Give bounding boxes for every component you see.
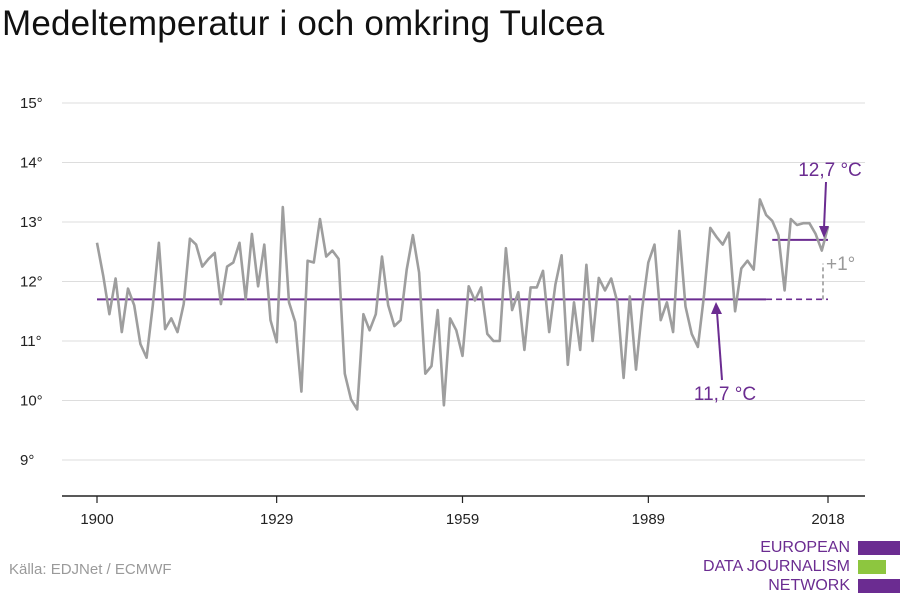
x-tick-label: 2018 [811,511,844,528]
x-axis: 1900 1929 1959 1989 2018 [62,495,865,528]
x-tick-label: 1959 [446,511,479,528]
y-tick-label: 11° [20,333,42,350]
difference-label: +1° [826,254,855,275]
logo-line-1: EUROPEAN [760,539,850,556]
logo-line-3: NETWORK [768,577,850,594]
edjnet-logo[interactable]: EUROPEAN DATA JOURNALISM NETWORK [703,538,900,598]
x-tick-label: 1989 [632,511,665,528]
y-axis-tick-labels: 9° 10° 11° 12° 13° 14° 15° [20,95,43,469]
x-tick-label: 1929 [260,511,293,528]
x-tick-label: 1900 [80,511,113,528]
recent-mean-arrowhead [819,226,829,238]
baseline-mean-label: 11,7 °C [694,384,756,405]
baseline-mean-arrow [716,311,723,381]
y-tick-label: 10° [20,393,43,410]
annotations: 12,7 °C 11,7 °C +1° [694,160,862,405]
y-tick-label: 15° [20,95,43,112]
chart-title: Medeltemperatur i och omkring Tulcea [2,4,605,43]
y-tick-label: 13° [20,214,43,231]
recent-mean-arrow [823,181,827,229]
temperature-line [95,198,830,411]
logo-bar-purple-top [858,541,900,555]
baseline-mean-arrowhead [711,302,722,314]
temperature-series [95,198,830,411]
logo-bar-purple-bottom [858,579,900,593]
y-tick-label: 14° [20,155,43,172]
logo-line-2: DATA JOURNALISM [703,558,850,575]
recent-mean-label: 12,7 °C [798,160,862,181]
source-note: Källa: EDJNet / ECMWF [9,561,172,578]
y-tick-label: 12° [20,274,43,291]
y-tick-label: 9° [20,452,34,469]
grid-lines [62,102,865,461]
reference-lines [97,238,828,301]
logo-bar-green [858,560,886,574]
